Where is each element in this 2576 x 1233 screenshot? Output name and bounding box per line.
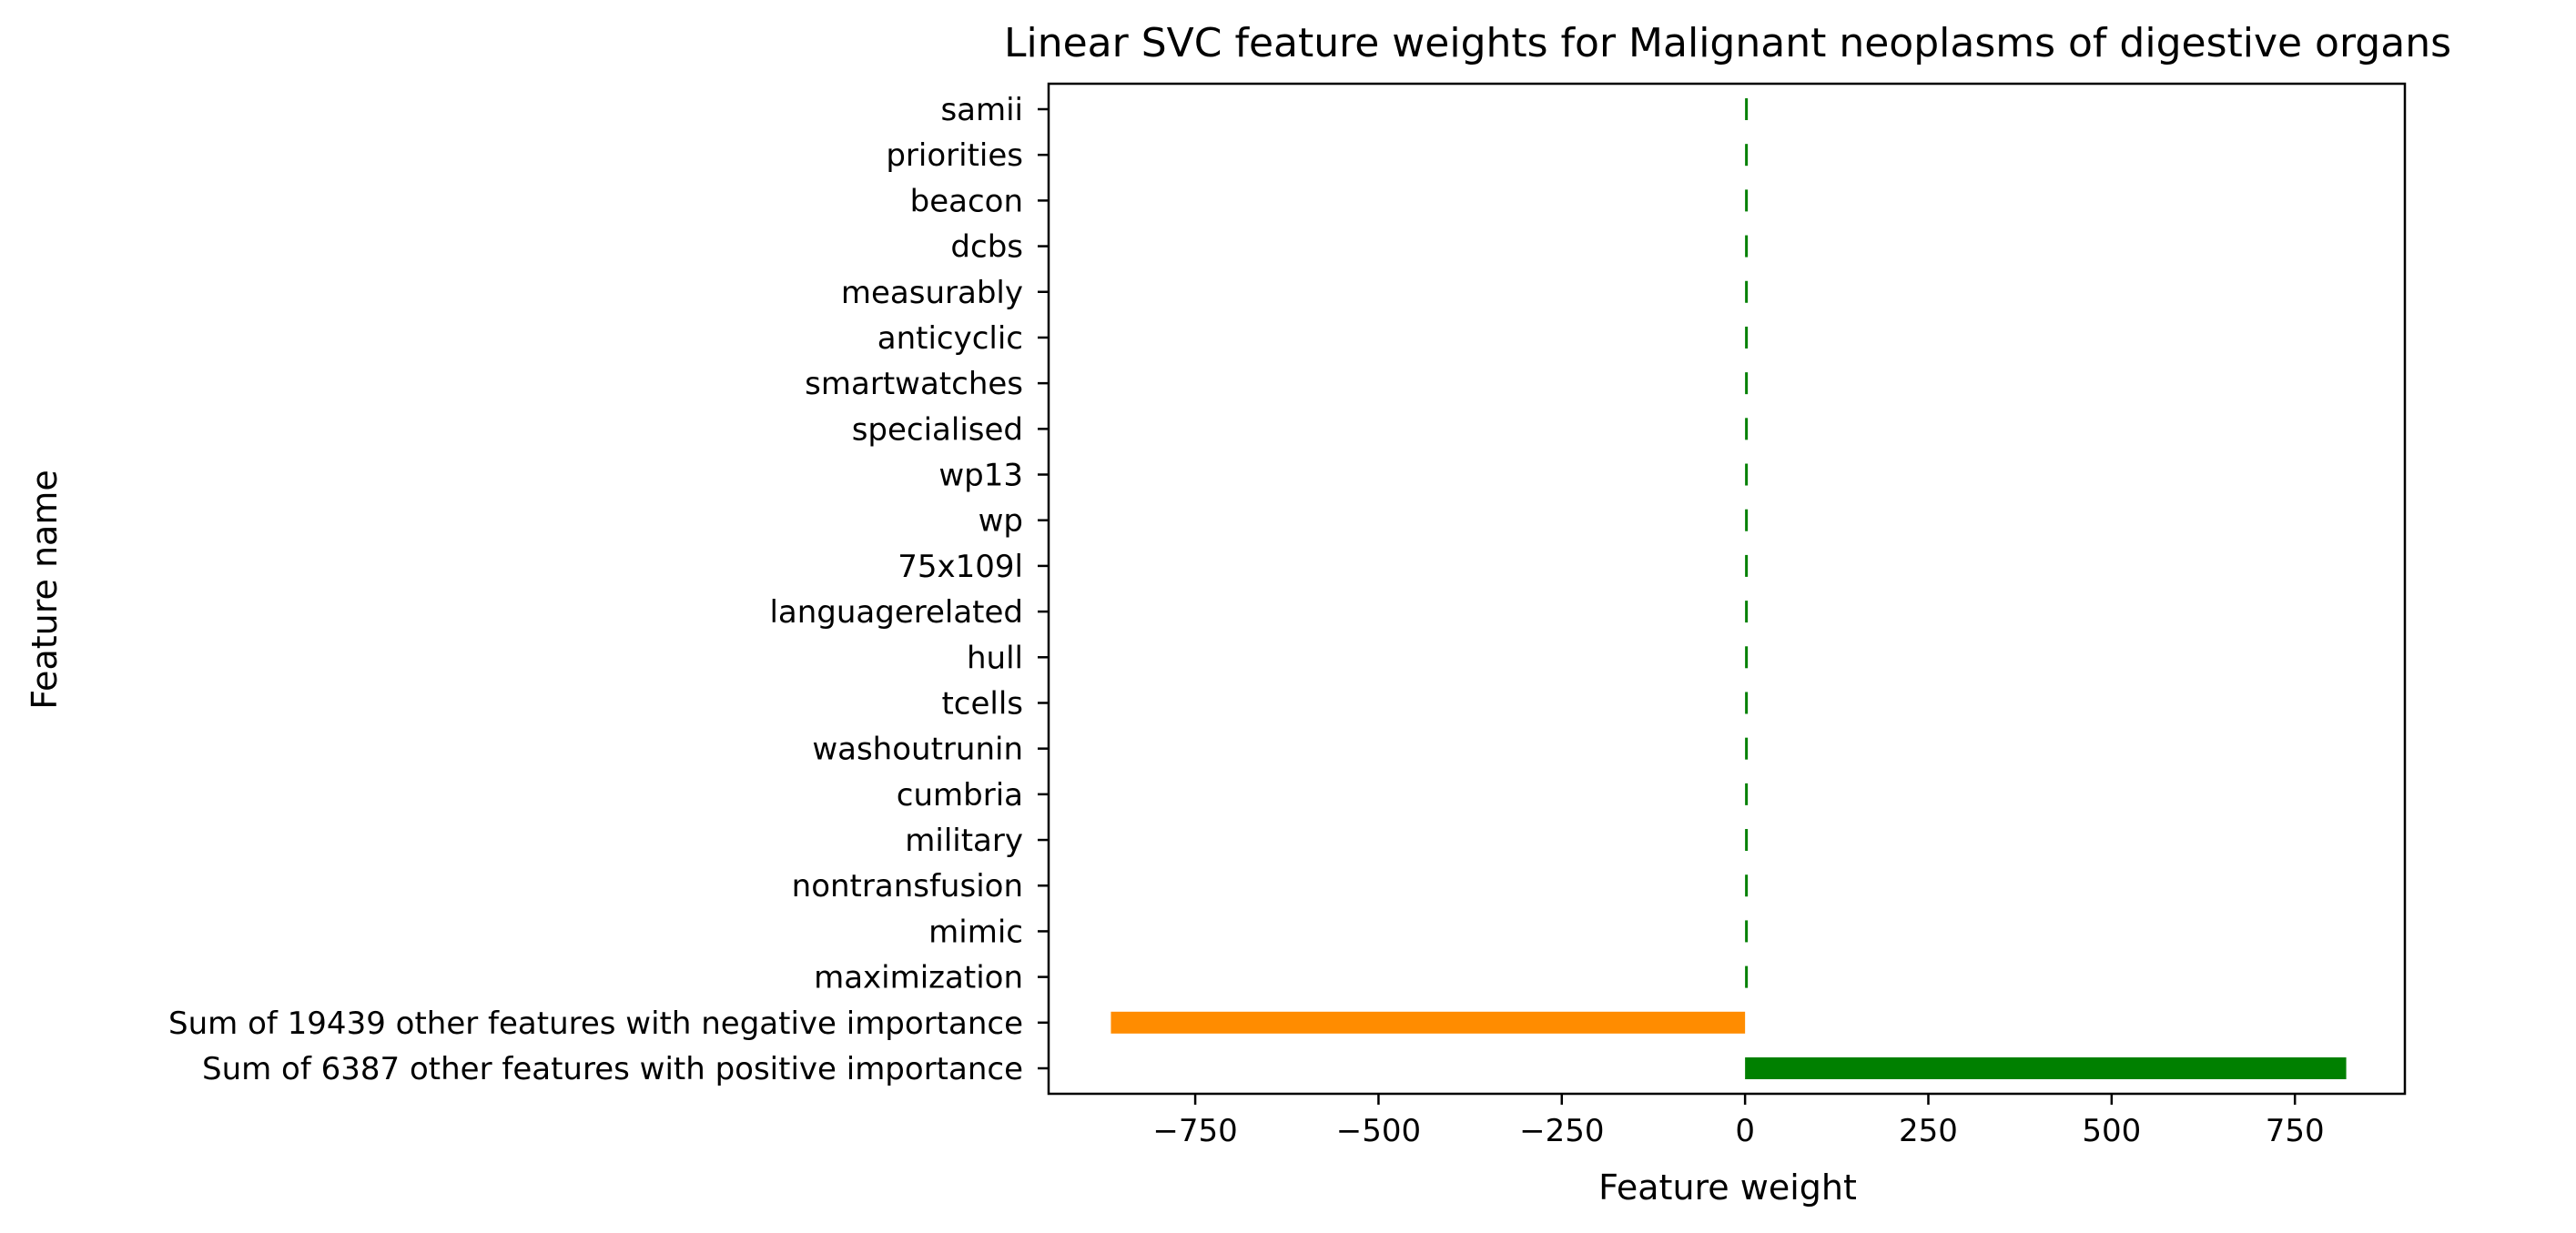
y-tick-label-5: anticyclic — [877, 320, 1023, 357]
y-tick-label-19: maximization — [814, 960, 1023, 996]
y-tick-label-12: hull — [967, 640, 1023, 676]
bar-4 — [1745, 280, 1749, 303]
y-tick-label-0: samii — [940, 92, 1023, 128]
bar-15 — [1745, 783, 1749, 805]
y-tick-label-13: tcells — [941, 685, 1023, 722]
y-tick-label-11: languagerelated — [769, 594, 1023, 631]
bar-16 — [1745, 829, 1749, 852]
bars-layer — [1111, 98, 2347, 1079]
bar-13 — [1745, 692, 1749, 714]
y-tick-label-16: military — [905, 823, 1023, 859]
y-tick-label-4: measurably — [841, 275, 1023, 311]
bar-20 — [1111, 1011, 1746, 1034]
x-tick-label-5: 500 — [2082, 1113, 2141, 1149]
y-tick-label-6: smartwatches — [805, 366, 1023, 402]
bar-5 — [1745, 326, 1749, 349]
y-tick-label-9: wp — [979, 503, 1023, 540]
y-ticks-layer: samii priorities beacon dcbs measurably antic… — [168, 92, 1049, 1087]
y-tick-label-20: Sum of 19439 other features with negativ… — [168, 1006, 1023, 1042]
y-tick-label-21: Sum of 6387 other features with positive… — [202, 1051, 1023, 1087]
y-tick-label-1: priorities — [886, 137, 1023, 174]
bar-12 — [1745, 646, 1749, 669]
bar-0 — [1745, 98, 1749, 120]
y-tick-label-3: dcbs — [950, 229, 1023, 266]
bar-9 — [1745, 509, 1749, 531]
bar-11 — [1745, 601, 1749, 623]
y-axis-label: Feature name — [25, 470, 65, 709]
bar-19 — [1745, 965, 1749, 988]
y-tick-label-18: mimic — [928, 914, 1023, 950]
x-tick-label-4: 250 — [1899, 1113, 1958, 1149]
y-tick-label-7: specialised — [852, 411, 1023, 448]
x-tick-label-1: −500 — [1336, 1113, 1421, 1149]
y-tick-label-2: beacon — [910, 183, 1023, 219]
y-tick-label-17: nontransfusion — [792, 868, 1023, 905]
x-tick-label-6: 750 — [2266, 1113, 2325, 1149]
bar-21 — [1745, 1057, 2347, 1079]
y-tick-label-15: cumbria — [897, 777, 1023, 814]
x-tick-label-2: −250 — [1519, 1113, 1604, 1149]
x-axis-label: Feature weight — [1598, 1167, 1857, 1208]
x-ticks-layer: −750 −500 −250 0 250 500 750 — [1152, 1094, 2325, 1149]
bar-10 — [1745, 554, 1749, 577]
x-tick-label-0: −750 — [1152, 1113, 1237, 1149]
bar-2 — [1745, 189, 1749, 212]
bar-3 — [1745, 235, 1749, 258]
chart-title: Linear SVC feature weights for Malignant… — [1004, 20, 2451, 66]
bar-8 — [1745, 463, 1749, 486]
bar-17 — [1745, 874, 1749, 897]
y-tick-label-14: washoutrunin — [812, 732, 1023, 768]
bar-14 — [1745, 737, 1749, 760]
bar-1 — [1745, 144, 1749, 167]
bar-6 — [1745, 372, 1749, 395]
plot-frame — [1047, 82, 2407, 1096]
bar-7 — [1745, 418, 1749, 440]
y-tick-label-8: wp13 — [938, 458, 1023, 494]
bar-18 — [1745, 920, 1749, 943]
y-tick-label-10: 75x109l — [898, 549, 1023, 585]
x-tick-label-3: 0 — [1735, 1113, 1755, 1149]
